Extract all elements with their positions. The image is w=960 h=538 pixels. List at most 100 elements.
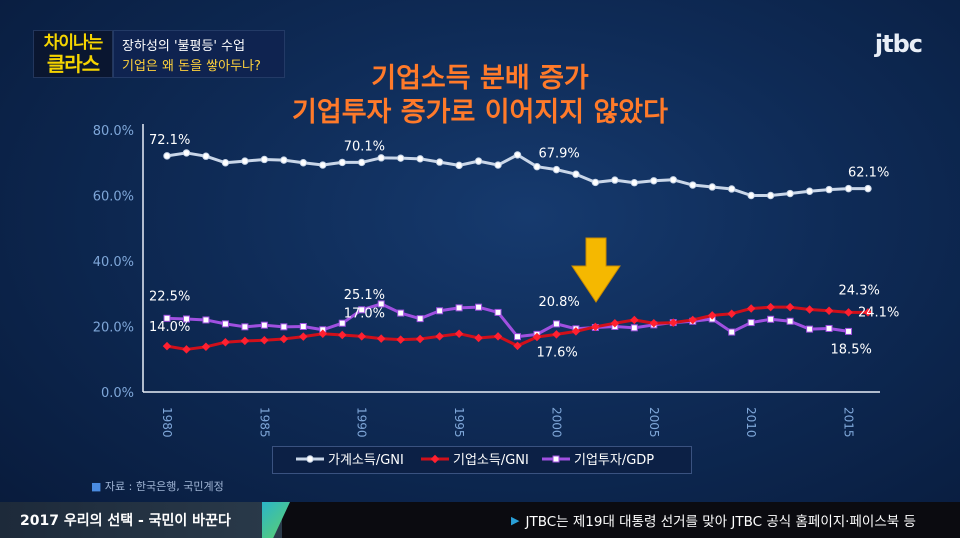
data-point [318,329,328,338]
data-point [454,329,464,338]
data-point [241,323,249,331]
data-point [221,159,230,167]
data-point [221,337,230,347]
data-point [377,154,385,162]
subtitle-line2: 기업은 왜 돈을 쌓아두나? [122,59,261,74]
data-label: 25.1% [344,288,385,303]
data-point [728,328,736,336]
subtitle-line1: 장하성의 '불평등' 수업 [122,39,246,54]
data-point [786,317,794,325]
data-point [397,309,405,317]
down-arrow-icon [571,237,621,303]
data-point [357,332,366,341]
x-tick-label: 2005 [647,407,661,438]
ticker-left-title: 2017 우리의 선택 - 국민이 바꾼다 [0,502,282,538]
data-point [377,300,385,308]
data-point [415,334,425,344]
data-label: 20.8% [538,295,579,310]
data-point [708,183,716,191]
data-label: 72.1% [149,133,190,148]
data-point [202,152,210,160]
data-point [669,176,677,184]
logo-line1: 차이나는 [43,32,104,53]
data-point [688,315,697,325]
data-point [689,181,697,189]
x-tick-label: 1985 [257,407,271,438]
data-label: 62.1% [848,166,889,181]
data-point [474,157,483,165]
data-point [358,306,366,314]
data-point [494,161,502,169]
data-point [299,159,308,167]
x-tick-label: 1990 [355,407,369,438]
data-point [319,161,327,169]
data-point [475,303,483,311]
data-point [572,170,580,178]
y-tick-label: 80.0% [93,124,134,139]
y-tick-label: 60.0% [93,190,134,205]
data-point [202,316,210,324]
legend-marker [306,455,314,463]
program-logo: 차이나는 클라스 [33,30,113,78]
play-icon: ▶ [511,513,520,527]
data-label: 67.9% [538,147,579,162]
x-tick-label: 1980 [160,407,174,438]
data-point [571,327,581,336]
data-point [436,307,444,315]
data-point [513,151,522,159]
x-tick-label: 2010 [744,407,758,438]
data-point [338,158,346,167]
data-point [435,158,444,166]
data-point [630,179,639,187]
data-point [766,302,775,312]
data-point [513,341,522,351]
chart-legend [272,446,692,474]
data-point [747,319,755,327]
data-point [630,324,638,332]
data-point [552,165,561,174]
legend-label: 기업투자/GDP [574,453,654,468]
y-tick-label: 20.0% [93,321,134,336]
data-point [260,321,268,329]
data-label: 17.6% [536,345,577,360]
data-point [825,324,833,332]
legend-marker [430,454,440,464]
y-tick-label: 0.0% [101,386,134,401]
data-point [786,189,794,198]
data-point [338,330,347,340]
data-label: 24.1% [858,305,899,320]
data-point [280,323,288,331]
source-square-icon: ■ [91,480,105,493]
data-point [416,315,424,323]
source-text: 자료 : 한국은행, 국민계정 [104,480,224,493]
data-point [182,149,191,157]
data-point [260,155,269,164]
data-point [863,308,873,317]
x-tick-label: 2015 [842,407,856,438]
data-label: 22.5% [149,289,190,304]
data-label: 24.3% [839,283,880,298]
data-point [532,332,542,342]
data-point [221,320,229,328]
data-point [455,161,463,170]
data-point [338,319,346,327]
data-point [630,315,639,325]
data-label: 17.0% [344,306,385,321]
data-point [514,333,521,341]
source-note: ■ 자료 : 한국은행, 국민계정 [91,478,224,494]
data-point [376,334,386,343]
data-point [610,318,620,328]
legend-marker [552,455,560,463]
logo-line2: 클라스 [46,51,100,76]
data-point [727,185,736,193]
data-point [358,158,366,167]
data-point [611,176,619,184]
data-point [299,323,307,330]
data-label: 18.5% [831,342,872,357]
data-point [493,332,503,341]
data-point [396,154,405,162]
data-point [746,304,756,313]
data-label: 70.1% [344,139,385,154]
data-point [806,325,814,333]
